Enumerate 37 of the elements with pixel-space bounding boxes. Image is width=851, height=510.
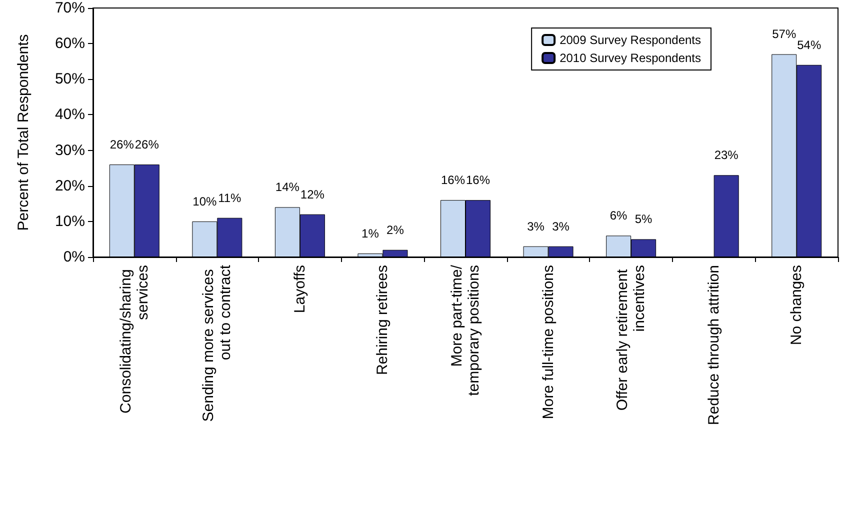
x-tick-label: Rehiring retirees bbox=[374, 265, 392, 376]
x-tick-label: Reduce through attrition bbox=[705, 265, 722, 426]
data-label: 12% bbox=[300, 187, 325, 202]
data-label: 26% bbox=[134, 138, 160, 152]
data-label: 10% bbox=[192, 194, 217, 208]
x-tick-label: More part-time/temporary positions bbox=[448, 264, 482, 396]
x-tick-label: Offer early retirement incentives bbox=[614, 265, 648, 411]
x-tick-label: Sending more services out to contract bbox=[200, 264, 234, 422]
data-label: 5% bbox=[634, 212, 653, 226]
data-label: 14% bbox=[275, 180, 300, 194]
x-tick-label: Consolidating/sharing services bbox=[117, 265, 152, 414]
data-label: 23% bbox=[714, 148, 739, 162]
x-tick-label: No changes bbox=[788, 265, 806, 346]
data-label: 16% bbox=[466, 173, 490, 188]
data-label: 26% bbox=[110, 138, 134, 152]
x-tick-label: More full-time positions bbox=[540, 265, 557, 420]
data-label: 16% bbox=[440, 173, 466, 188]
y-tick-label: 40% bbox=[54, 106, 85, 124]
data-label: 3% bbox=[527, 219, 545, 234]
y-axis-title: Percent of Total Respondents bbox=[15, 34, 32, 231]
data-label: 1% bbox=[362, 226, 380, 240]
y-tick-label: 30% bbox=[54, 142, 85, 159]
data-label: 11% bbox=[218, 190, 242, 205]
data-label: 3% bbox=[552, 219, 570, 234]
x-tick-label: Layoffs bbox=[291, 265, 308, 314]
y-tick-label: 60% bbox=[54, 35, 85, 52]
y-tick-label: 50% bbox=[54, 70, 85, 88]
y-tick-label: 10% bbox=[54, 212, 85, 230]
legend-label: 2009 Survey Respondents bbox=[560, 33, 702, 47]
y-tick-label: 70% bbox=[54, 0, 85, 16]
y-tick-label: 20% bbox=[54, 177, 85, 194]
legend-label: 2010 Survey Respondents bbox=[560, 51, 702, 65]
data-label: 6% bbox=[610, 208, 628, 223]
data-label: 2% bbox=[386, 222, 404, 237]
data-label: 57% bbox=[772, 27, 796, 42]
y-tick-label: 0% bbox=[63, 248, 85, 266]
data-label: 54% bbox=[797, 38, 822, 52]
